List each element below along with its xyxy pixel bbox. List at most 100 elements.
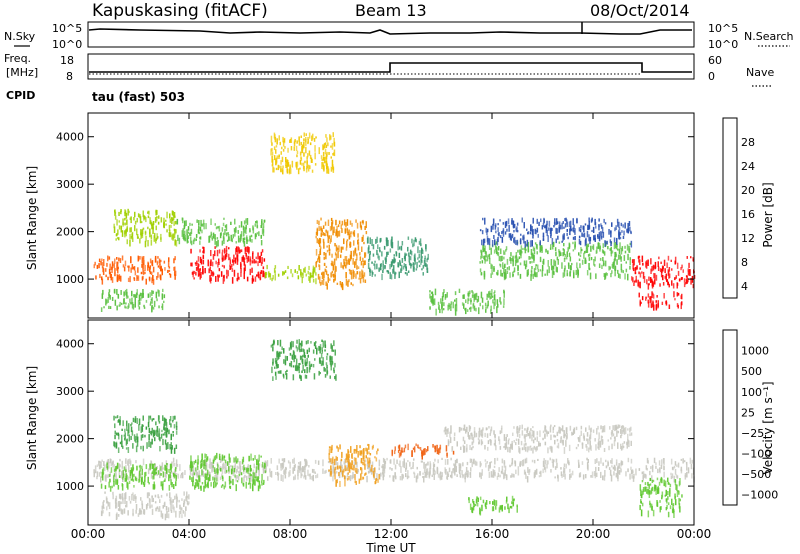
data-cell	[251, 260, 253, 264]
data-cell	[422, 476, 424, 479]
data-cell	[454, 309, 457, 316]
data-cell	[563, 233, 565, 240]
data-cell	[326, 245, 328, 248]
data-cell	[174, 274, 176, 280]
data-cell	[538, 475, 541, 478]
data-cell	[256, 221, 258, 228]
data-cell	[666, 499, 668, 504]
data-cell	[354, 467, 357, 472]
data-cell	[611, 443, 613, 450]
data-cell	[235, 456, 237, 462]
data-cell	[354, 261, 356, 268]
data-cell	[131, 264, 134, 270]
data-cell	[145, 235, 147, 242]
data-cell	[247, 482, 250, 485]
data-cell	[258, 480, 261, 485]
data-cell	[553, 434, 555, 438]
data-cell	[618, 470, 621, 473]
data-cell	[502, 262, 504, 269]
data-cell	[163, 423, 165, 429]
data-cell	[527, 467, 529, 473]
data-cell	[504, 465, 507, 471]
data-cell	[180, 474, 182, 479]
data-cell	[529, 256, 532, 260]
data-cell	[515, 255, 517, 262]
data-cell	[481, 429, 484, 436]
data-cell	[377, 479, 379, 483]
data-cell	[641, 471, 644, 475]
data-cell	[419, 238, 422, 245]
data-cell	[463, 445, 466, 453]
data-cell	[598, 461, 600, 466]
data-cell	[439, 471, 442, 475]
data-cell	[389, 459, 392, 464]
data-cell	[261, 249, 264, 253]
data-cell	[307, 141, 309, 145]
data-cell	[172, 218, 174, 221]
data-cell	[113, 263, 115, 268]
data-cell	[498, 439, 501, 445]
data-cell	[402, 474, 404, 479]
data-cell	[217, 226, 219, 229]
data-cell	[331, 458, 333, 465]
data-cell	[594, 438, 596, 442]
data-cell	[485, 462, 487, 468]
data-cell	[596, 246, 598, 254]
data-cell	[140, 510, 143, 515]
data-cell	[328, 244, 330, 251]
data-cell	[470, 458, 473, 463]
data-cell	[172, 457, 175, 463]
data-cell	[563, 249, 565, 255]
data-cell	[582, 225, 584, 230]
data-cell	[671, 498, 673, 505]
data-cell	[226, 461, 229, 466]
data-cell	[337, 251, 339, 259]
data-cell	[332, 462, 334, 468]
data-cell	[114, 430, 116, 435]
data-cell	[478, 307, 480, 315]
data-cell	[433, 298, 436, 306]
freq-unit: [MHz]	[6, 66, 38, 79]
data-cell	[361, 269, 363, 275]
data-cell	[604, 470, 606, 477]
data-cell	[275, 160, 278, 163]
data-cell	[252, 225, 254, 231]
data-cell	[658, 481, 661, 486]
data-cell	[359, 277, 362, 284]
data-cell	[280, 351, 282, 354]
data-cell	[335, 455, 337, 461]
data-cell	[297, 469, 299, 476]
data-cell	[619, 467, 622, 470]
data-cell	[650, 258, 652, 265]
data-cell	[137, 255, 139, 262]
data-cell	[205, 465, 207, 471]
data-cell	[149, 231, 151, 238]
data-cell	[478, 439, 481, 444]
data-cell	[601, 227, 604, 234]
data-cell	[403, 447, 406, 453]
data-cell	[143, 304, 145, 308]
data-cell	[96, 264, 99, 269]
data-cell	[624, 222, 626, 229]
data-cell	[120, 226, 122, 233]
data-cell	[420, 460, 423, 463]
data-cell	[237, 235, 240, 243]
data-cell	[221, 227, 224, 232]
data-cell	[676, 484, 678, 491]
data-cell	[357, 241, 360, 246]
data-cell	[246, 276, 249, 282]
data-cell	[503, 291, 505, 298]
data-cell	[276, 138, 278, 145]
data-cell	[226, 269, 228, 275]
data-cell	[117, 266, 119, 270]
data-cell	[639, 504, 641, 511]
data-cell	[118, 433, 120, 440]
data-cell	[293, 476, 295, 481]
x-tick-label: 00:00	[71, 527, 106, 541]
data-cell	[138, 470, 141, 476]
data-cell	[270, 344, 273, 348]
data-cell	[535, 446, 537, 452]
data-cell	[313, 469, 315, 474]
data-cell	[158, 290, 160, 297]
data-cell	[497, 252, 500, 257]
